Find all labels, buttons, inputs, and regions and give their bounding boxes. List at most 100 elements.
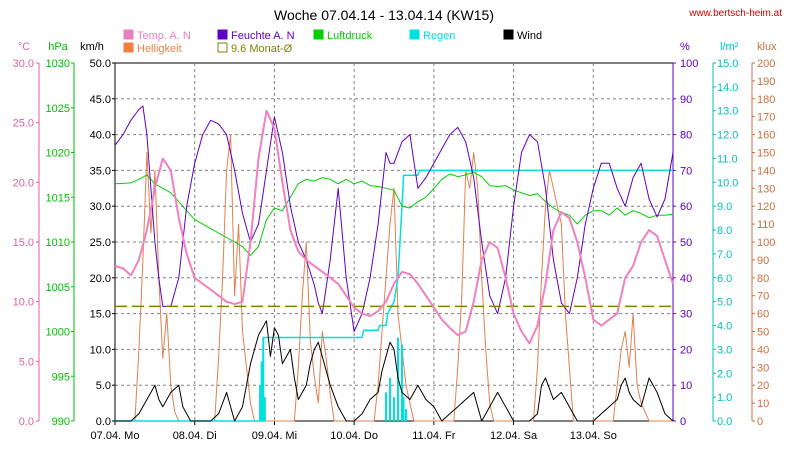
legend-entry: Feuchte A. N (217, 29, 295, 42)
rain-tick-label: 8.0 (717, 225, 732, 237)
legend-entry: Regen (409, 29, 455, 42)
rain-tick-label: 13.0 (717, 106, 738, 118)
series-luftdruck (114, 171, 674, 256)
series-feuchte-a-n (114, 105, 674, 332)
source-url: www.bertsch-heim.at (688, 8, 782, 19)
wind-tick-label: 30.0 (90, 201, 111, 213)
humidity-unit-label: % (680, 41, 690, 53)
light-tick-label: 170 (757, 112, 775, 124)
legend-label: Helligkeit (137, 43, 182, 55)
series-line (114, 105, 674, 332)
light-tick-label: 180 (757, 94, 775, 106)
light-tick-label: 120 (757, 201, 775, 213)
axes: 07.04. Mo 08.04. Di 09.04. Mi 10.04. Do 11.0… (13, 41, 777, 442)
legend-entry: Temp. A. N (123, 29, 191, 42)
series-line (114, 171, 674, 256)
legend-label: Luftdruck (327, 30, 373, 42)
rain-tick-label: 11.0 (717, 153, 738, 165)
rain-tick-label: 15.0 (717, 58, 738, 70)
humidity-tick-label: 60 (680, 201, 692, 213)
legend-entry: Helligkeit (123, 42, 182, 55)
wind-tick-label: 0.0 (96, 416, 111, 428)
legend-swatch (313, 29, 324, 40)
legend-label: Regen (423, 30, 455, 42)
rain-unit-label: l/m² (720, 41, 739, 53)
x-tick-label: 13.04. So (570, 430, 617, 442)
rain-tick-label: 14.0 (717, 82, 738, 94)
light-tick-label: 0 (757, 416, 763, 428)
legend-swatch (409, 29, 420, 40)
legend-label: Wind (517, 30, 542, 42)
pressure-tick-label: 1015 (46, 192, 70, 204)
x-tick-label: 12.04. Sa (490, 430, 538, 442)
legend: Temp. A. N Feuchte A. N Luftdruck Regen Wind… (123, 29, 542, 55)
rain-tick-label: 0.0 (717, 416, 732, 428)
humidity-tick-label: 80 (680, 130, 692, 142)
series-line (114, 109, 674, 345)
light-tick-label: 110 (757, 219, 775, 231)
x-tick-label: 11.04. Fr (412, 430, 456, 442)
humidity-tick-label: 90 (680, 94, 692, 106)
wind-tick-label: 45.0 (90, 94, 111, 106)
wind-tick-label: 15.0 (90, 309, 111, 321)
legend-label: Temp. A. N (137, 30, 191, 42)
rain-tick-label: 7.0 (717, 249, 732, 261)
legend-entry: 9.6 Monat-Ø (217, 42, 293, 55)
wind-tick-label: 25.0 (90, 237, 111, 249)
legend-swatch (217, 42, 228, 53)
series-line (115, 320, 674, 422)
light-tick-label: 50 (757, 327, 769, 339)
light-tick-label: 90 (757, 255, 769, 267)
rain-tick-label: 12.0 (717, 130, 738, 142)
pressure-tick-label: 1030 (46, 58, 70, 70)
rain-tick-label: 9.0 (717, 201, 732, 213)
wind-tick-label: 20.0 (90, 273, 111, 285)
light-tick-label: 100 (757, 237, 775, 249)
humidity-tick-label: 40 (680, 273, 692, 285)
x-tick-label: 10.04. Do (330, 430, 378, 442)
light-tick-label: 130 (757, 183, 775, 195)
pressure-tick-label: 1025 (46, 103, 70, 115)
light-tick-label: 70 (757, 291, 769, 303)
x-tick-label: 08.04. Di (173, 430, 217, 442)
wind-tick-label: 10.0 (90, 344, 111, 356)
light-tick-label: 200 (757, 58, 775, 70)
pressure-tick-label: 995 (52, 371, 70, 383)
humidity-tick-label: 50 (680, 237, 692, 249)
rain-tick-label: 2.0 (717, 368, 732, 380)
temp-tick-label: 10.0 (13, 297, 34, 309)
humidity-tick-label: 20 (680, 344, 692, 356)
light-unit-label: klux (757, 41, 777, 53)
rain-tick-label: 3.0 (717, 344, 732, 356)
legend-label: 9.6 Monat-Ø (231, 43, 293, 55)
series-line (115, 134, 673, 422)
rain-tick-label: 6.0 (717, 273, 732, 285)
pressure-tick-label: 1020 (46, 148, 70, 160)
light-tick-label: 20 (757, 380, 769, 392)
temp-tick-label: 5.0 (19, 356, 34, 368)
rain-tick-label: 1.0 (717, 392, 732, 404)
light-tick-label: 40 (757, 344, 769, 356)
light-tick-label: 80 (757, 273, 769, 285)
x-tick-label: 09.04. Mi (252, 430, 297, 442)
wind-unit-label: km/h (80, 41, 104, 53)
wind-tick-label: 40.0 (90, 130, 111, 142)
temp-tick-label: 15.0 (13, 237, 34, 249)
light-tick-label: 60 (757, 309, 769, 321)
legend-entry: Wind (503, 29, 542, 42)
light-tick-label: 160 (757, 130, 775, 142)
temp-tick-label: 25.0 (13, 118, 34, 130)
humidity-tick-label: 0 (680, 416, 686, 428)
series-helligkeit (115, 134, 673, 422)
wind-tick-label: 5.0 (96, 380, 111, 392)
legend-swatch (503, 29, 514, 40)
x-tick-label: 07.04. Mo (91, 430, 140, 442)
plot-area (114, 105, 674, 422)
pressure-tick-label: 990 (52, 416, 70, 428)
pressure-unit-label: hPa (48, 41, 68, 53)
series-regen (115, 169, 673, 422)
temp-unit-label: °C (18, 41, 30, 53)
legend-entry: Luftdruck (313, 29, 373, 42)
pressure-tick-label: 1000 (46, 327, 70, 339)
